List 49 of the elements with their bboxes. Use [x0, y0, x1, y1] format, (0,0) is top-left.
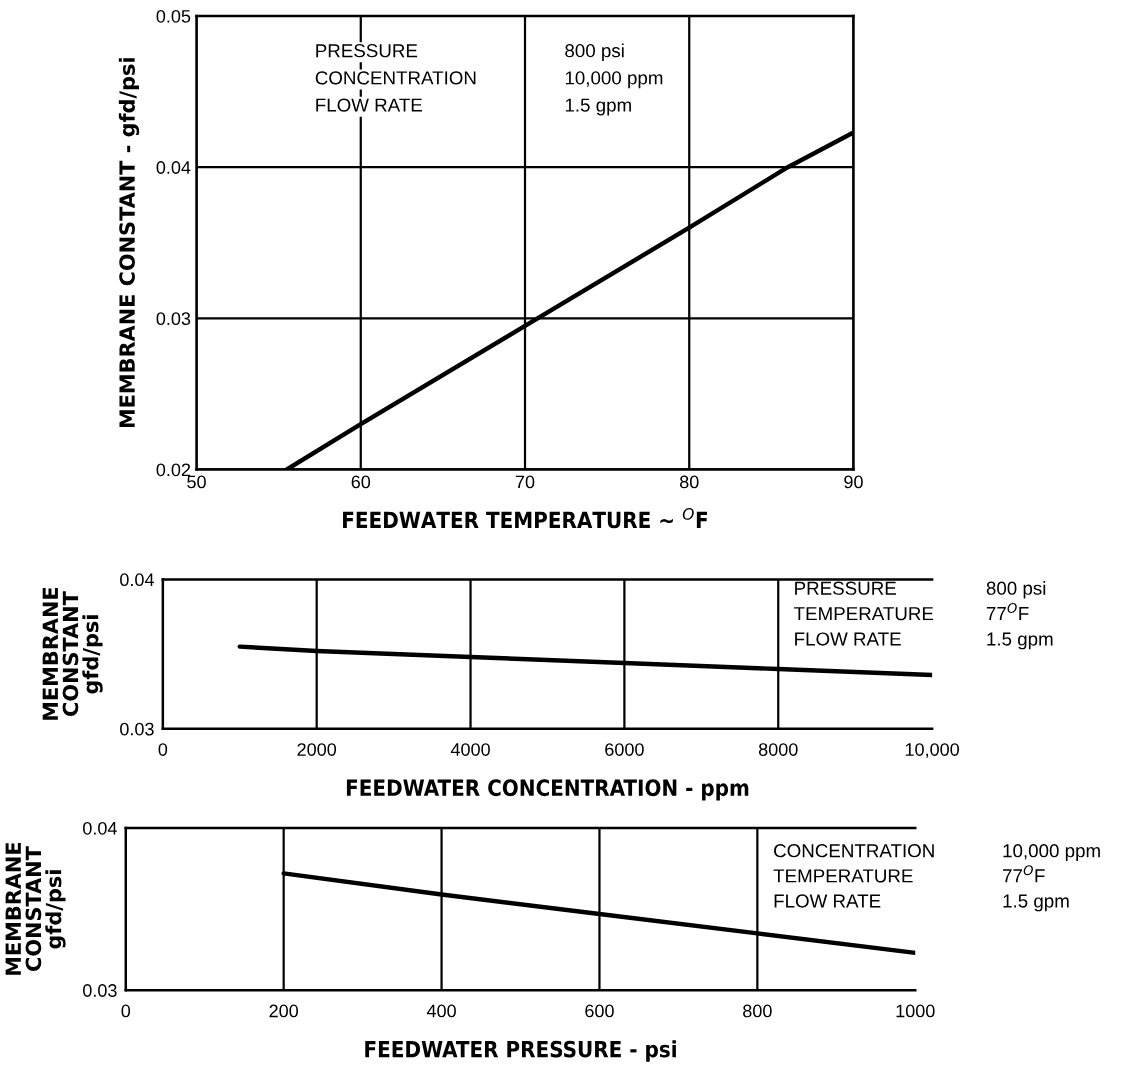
x-tick-label: 2000	[297, 743, 337, 756]
x-tick-label: 200	[269, 1004, 299, 1018]
y-tick-label: 0.04	[120, 573, 154, 587]
x-tick-label: 600	[585, 1004, 614, 1018]
x-tick-label: 4000	[450, 743, 490, 756]
text: 10,000 ppm	[1003, 844, 1100, 862]
x-tick-label: 800	[743, 1004, 772, 1018]
text: 77$^{O}$F	[1003, 865, 1045, 883]
y-axis-title: MEMBRANE CONSTANT gfd/psi	[5, 842, 66, 975]
x-tick-label: 1000	[896, 1004, 935, 1018]
text: 1.5 gpm	[987, 632, 1053, 650]
text: 1.5 gpm	[1003, 894, 1069, 912]
x-axis-title: FEEDWATER CONCENTRATION - ppm	[346, 779, 749, 801]
annotation: CONCENTRATION	[774, 844, 934, 858]
y-tick-label: 0.02	[156, 463, 191, 477]
y-tick-label: 0.03	[83, 984, 117, 997]
annotation: FLOW RATE	[774, 894, 881, 908]
annotation: FLOW RATE	[316, 98, 422, 112]
y-tick-label: 0.03	[156, 312, 191, 326]
y-axis-title: MEMBRANE CONSTANT gfd/psi	[42, 587, 103, 720]
y-tick-label: 0.04	[156, 161, 191, 174]
annotation: TEMPERATURE	[794, 607, 934, 621]
annotation: FLOW RATE	[795, 632, 901, 646]
annotation: 1.5 gpm	[565, 98, 631, 116]
x-tick-label: 70	[515, 475, 535, 489]
x-tick-label: 10,000	[905, 743, 959, 759]
x-tick-label: 0	[158, 743, 168, 756]
y-tick-label: 0.05	[156, 9, 191, 23]
y-tick-label: 0.04	[83, 821, 117, 835]
y-axis-title: MEMBRANE CONSTANT - gfd/psi	[118, 58, 140, 428]
x-tick-label: 50	[187, 475, 206, 489]
annotation: CONCENTRATION	[315, 71, 476, 85]
x-axis-title: FEEDWATER TEMPERATURE ~ $^{O}$F	[343, 507, 708, 529]
text: 800 psi	[986, 581, 1046, 599]
annotation: 10,000 ppm	[565, 71, 663, 89]
x-tick-label: 400	[426, 1004, 456, 1018]
x-axis-title: FEEDWATER PRESSURE - psi	[365, 1040, 676, 1062]
text: 77$^{O}$F	[986, 603, 1029, 620]
x-tick-label: 0	[121, 1004, 131, 1018]
x-tick-label: 60	[351, 475, 371, 489]
annotation: TEMPERATURE	[773, 869, 913, 883]
x-tick-label: 80	[679, 475, 699, 489]
y-tick-label: 0.03	[120, 722, 154, 736]
annotation: 800 psi	[565, 43, 624, 62]
annotation: PRESSURE	[795, 581, 896, 595]
x-tick-label: 8000	[758, 743, 798, 756]
x-tick-label: 90	[844, 475, 863, 489]
x-tick-label: 6000	[605, 743, 644, 756]
annotation: PRESSURE	[316, 44, 418, 58]
